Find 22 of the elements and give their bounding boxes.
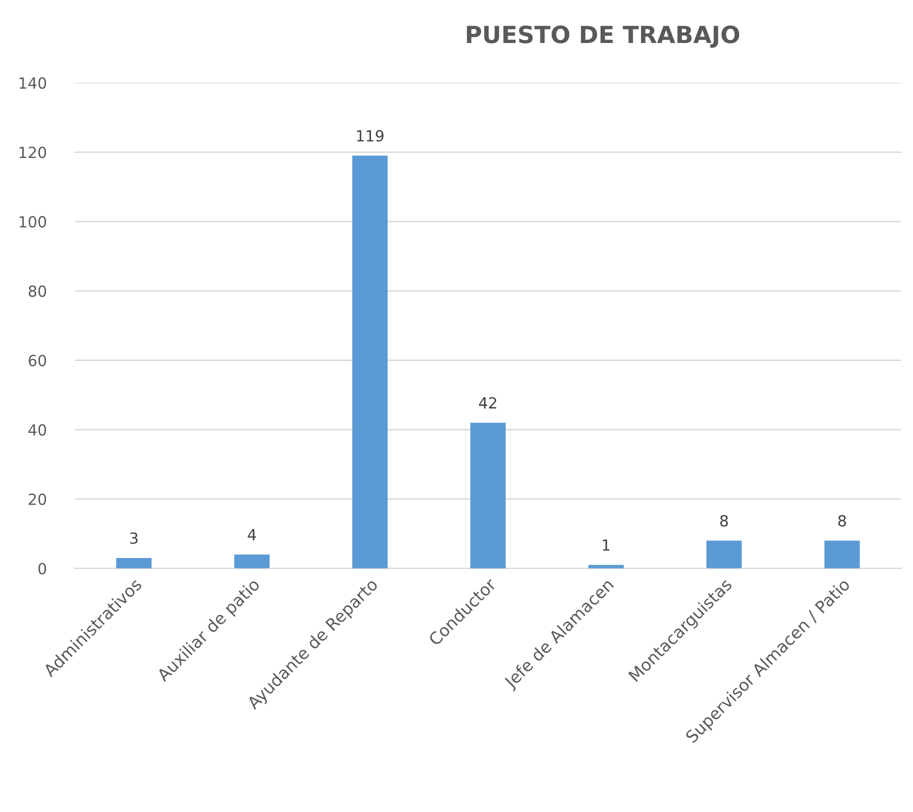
chart-title: PUESTO DE TRABAJO	[466, 26, 740, 48]
bar	[824, 540, 860, 568]
bar	[234, 554, 270, 568]
y-tick-label: 40	[28, 424, 46, 436]
data-label: 1	[602, 540, 610, 551]
bar	[706, 540, 742, 568]
y-tick-label: 60	[28, 354, 46, 366]
data-label: 4	[248, 529, 256, 540]
y-tick-label: 20	[28, 493, 46, 506]
bar	[470, 422, 506, 568]
data-label: 8	[720, 515, 728, 527]
data-label: 3	[130, 532, 138, 544]
y-tick-label: 80	[28, 285, 46, 297]
y-tick-label: 140	[20, 77, 46, 89]
data-label: 119	[357, 130, 384, 142]
data-label: 8	[838, 515, 846, 527]
y-tick-label: 0	[38, 562, 46, 574]
y-tick-label: 120	[20, 146, 46, 158]
bar	[116, 558, 152, 568]
bar	[352, 156, 388, 568]
y-tick-label: 100	[20, 216, 46, 228]
data-label: 42	[479, 397, 496, 408]
